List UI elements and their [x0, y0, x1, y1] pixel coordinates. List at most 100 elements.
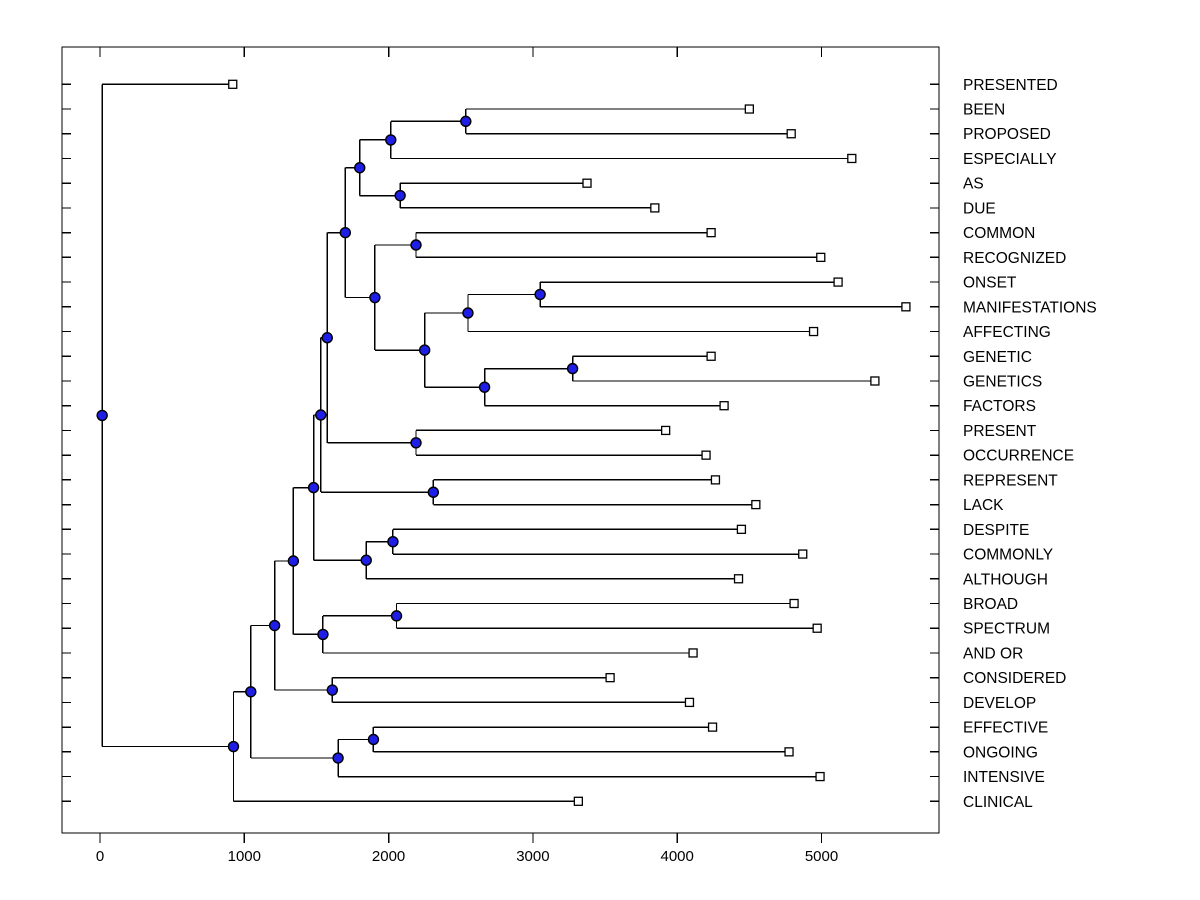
node-marker	[385, 134, 397, 146]
node-marker	[360, 554, 372, 566]
leaf-marker	[816, 252, 826, 263]
leaf-label: BROAD	[963, 596, 1018, 613]
node-marker	[460, 115, 472, 128]
leaf-label: COMMONLY	[963, 547, 1053, 564]
node-marker	[462, 307, 474, 319]
leaf-marker	[808, 326, 819, 337]
node-marker	[478, 381, 491, 393]
node-marker	[287, 555, 300, 567]
leaf-marker	[688, 648, 698, 658]
leaf-marker	[901, 302, 911, 312]
leaf-marker	[789, 598, 799, 609]
leaf-marker	[582, 178, 592, 188]
leaf-marker	[798, 549, 808, 559]
leaf-marker	[701, 450, 711, 460]
node-markers	[96, 115, 579, 764]
leaf-marker	[706, 351, 716, 361]
leaf-label: INTENSIVE	[963, 769, 1045, 786]
leaf-marker	[605, 673, 615, 683]
leaf-label: EFFECTIVE	[963, 720, 1048, 737]
leaf-marker	[228, 79, 238, 89]
leaf-label: BEEN	[963, 102, 1005, 119]
node-marker	[315, 409, 327, 421]
leaf-label: CLINICAL	[963, 794, 1033, 811]
node-marker	[427, 486, 440, 498]
node-marker	[410, 239, 422, 251]
node-marker	[534, 288, 546, 301]
node-marker	[332, 752, 344, 764]
leaf-label: PROPOSED	[963, 126, 1051, 143]
plot-box	[61, 46, 940, 834]
x-tick-label: 3000	[516, 848, 549, 865]
leaf-label: PRESENT	[963, 423, 1037, 440]
leaf-marker	[573, 796, 584, 806]
leaf-marker	[784, 747, 794, 757]
leaf-label: DESPITE	[963, 522, 1029, 539]
x-tick-labels: 0 1000 2000 3000 4000 5000	[96, 848, 838, 865]
leaf-marker	[719, 401, 729, 411]
leaf-marker	[751, 499, 761, 510]
node-marker	[227, 740, 240, 753]
node-marker	[321, 332, 333, 344]
leaf-marker	[815, 771, 825, 782]
leaf-marker	[870, 376, 880, 386]
leaf-label: MANIFESTATIONS	[963, 299, 1097, 316]
leaf-label: AND OR	[963, 645, 1023, 662]
leaf-label: OCCURRENCE	[963, 448, 1074, 465]
node-marker	[367, 733, 380, 746]
leaf-label: GENETICS	[963, 373, 1042, 390]
leaf-marker	[847, 153, 857, 164]
node-marker	[339, 226, 352, 239]
leaf-marker	[706, 227, 716, 238]
tree-branches	[101, 83, 906, 802]
node-marker	[96, 409, 108, 422]
node-marker	[307, 481, 320, 494]
node-marker	[566, 362, 579, 375]
leaf-label: SPECTRUM	[963, 621, 1050, 638]
leaf-marker	[707, 722, 718, 732]
leaf-labels: PRESENTED BEEN PROPOSED ESPECIALLY AS DUE COMM…	[963, 77, 1097, 811]
leaf-marker	[650, 203, 660, 213]
leaf-marker	[744, 104, 754, 114]
node-marker	[369, 291, 381, 304]
axes-box	[61, 46, 940, 834]
leaf-marker	[661, 425, 671, 436]
leaf-label: CONSIDERED	[963, 670, 1066, 687]
leaf-label: AFFECTING	[963, 324, 1051, 341]
leaf-label: FACTORS	[963, 398, 1036, 415]
leaf-marker	[833, 277, 843, 287]
axis-ticks	[62, 47, 939, 843]
leaf-marker	[812, 623, 822, 633]
node-marker	[394, 189, 406, 202]
leaf-label: ALTHOUGH	[963, 571, 1048, 588]
leaf-label: REPRESENT	[963, 472, 1058, 489]
leaf-marker	[786, 129, 796, 139]
node-marker	[354, 162, 366, 174]
leaf-marker	[733, 574, 744, 584]
node-marker	[418, 344, 431, 356]
leaf-label: COMMON	[963, 225, 1035, 242]
x-tick-label: 5000	[805, 848, 838, 865]
node-marker	[387, 535, 399, 548]
leaf-label: RECOGNIZED	[963, 250, 1066, 267]
node-marker	[326, 684, 339, 696]
leaf-label: DUE	[963, 200, 996, 217]
x-tick-label: 4000	[661, 848, 694, 865]
leaf-markers	[228, 79, 911, 806]
leaf-label: LACK	[963, 497, 1004, 514]
x-tick-label: 2000	[372, 848, 405, 865]
leaf-marker	[684, 697, 695, 708]
node-marker	[317, 628, 329, 641]
node-marker	[245, 686, 257, 698]
leaf-label: ESPECIALLY	[963, 151, 1057, 168]
leaf-label: ONSET	[963, 275, 1017, 292]
node-marker	[390, 610, 403, 622]
leaf-label: AS	[963, 176, 984, 193]
x-tick-label: 1000	[228, 848, 261, 865]
leaf-label: PRESENTED	[963, 77, 1058, 94]
leaf-label: ONGOING	[963, 744, 1038, 761]
leaf-label: DEVELOP	[963, 695, 1036, 712]
x-tick-label: 0	[96, 848, 104, 865]
